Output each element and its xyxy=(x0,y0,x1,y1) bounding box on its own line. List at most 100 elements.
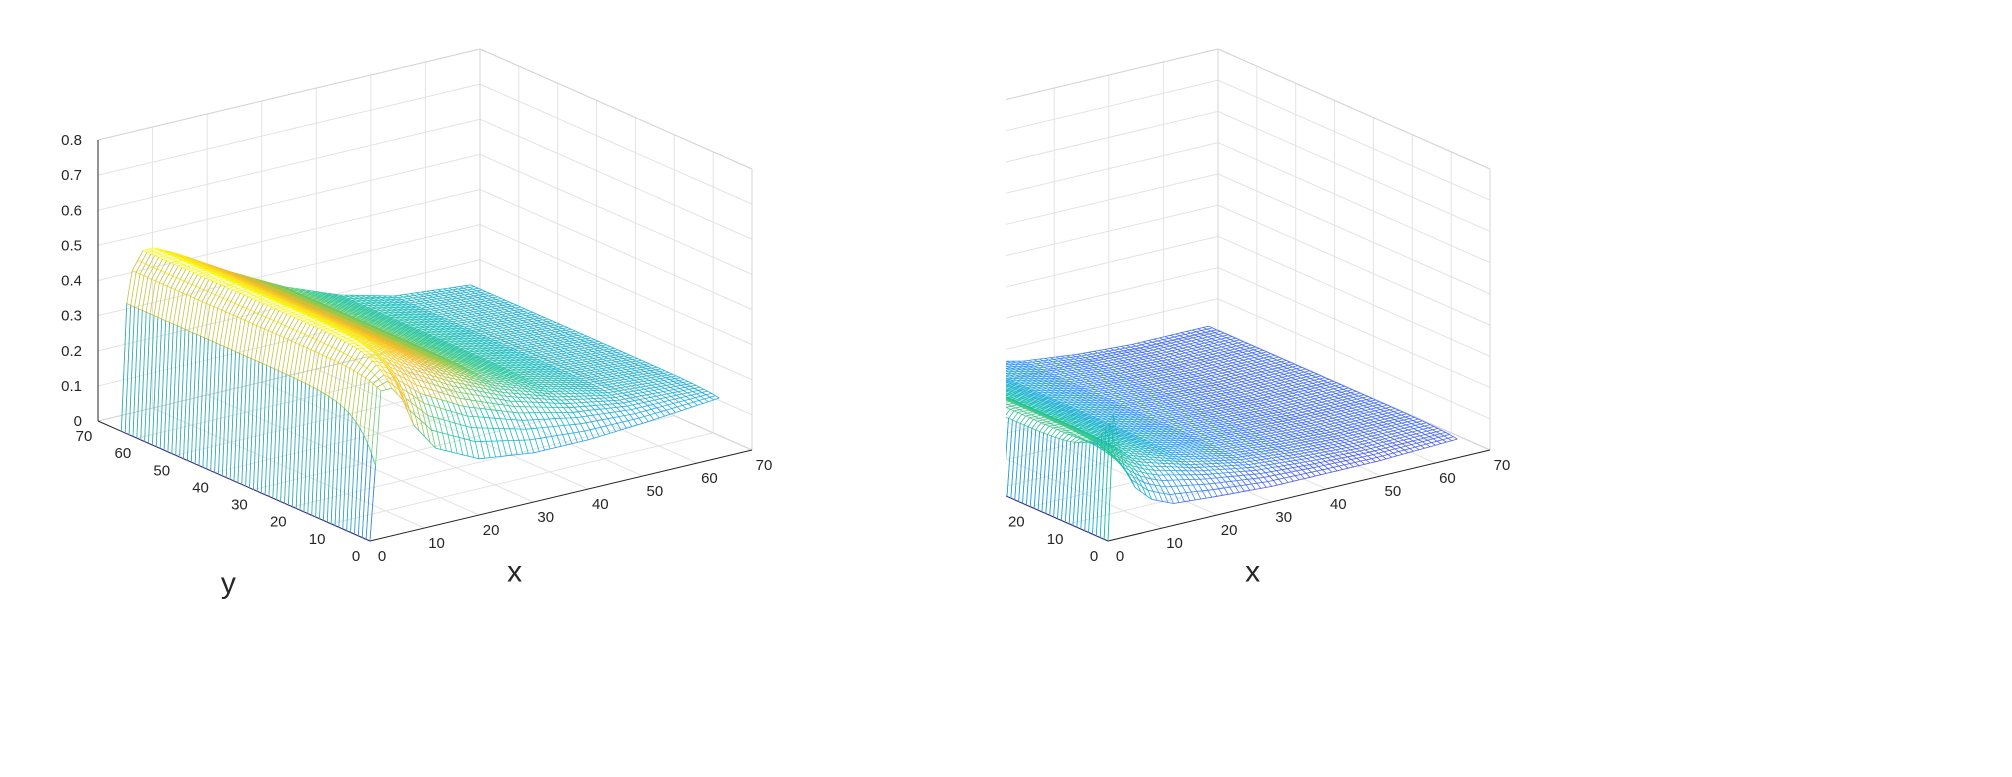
surface-gridline xyxy=(245,278,268,286)
surface-gridline xyxy=(1020,391,1043,395)
surface-gridline xyxy=(1151,382,1174,388)
surface-gridline xyxy=(1094,424,1117,428)
surface-gridline xyxy=(496,371,519,375)
surface-gridline xyxy=(1299,420,1322,426)
surface-gridline xyxy=(305,297,328,303)
surface-gridline xyxy=(295,381,303,509)
surface-gridline xyxy=(1129,386,1152,390)
surface-gridline xyxy=(1044,416,1067,425)
surface-gridline xyxy=(1243,409,1266,415)
surface-gridline xyxy=(543,402,566,405)
surface-gridline xyxy=(499,398,522,403)
surface-gridline xyxy=(1134,453,1157,456)
surface-gridline xyxy=(1082,390,1104,393)
surface-gridline xyxy=(1190,327,1213,334)
surface-gridline xyxy=(159,267,183,449)
surface-gridline xyxy=(360,325,384,333)
surface-gridline xyxy=(442,294,465,299)
surface-gridline xyxy=(293,292,316,298)
surface-gridline xyxy=(1062,422,1085,428)
tick-labels: 01020304050607001020304050607000.10.20.3… xyxy=(1008,457,1510,565)
surface-gridline xyxy=(241,303,264,485)
surface-gridline xyxy=(1053,438,1060,518)
surface-gridline xyxy=(1192,451,1215,453)
surface-gridline xyxy=(442,363,465,371)
surface-gridline xyxy=(383,320,406,325)
surface-gridline xyxy=(503,404,526,408)
surface-gridline xyxy=(1148,353,1171,359)
surface-gridline xyxy=(517,396,540,400)
surface-gridline xyxy=(1248,425,1271,431)
surface-gridline xyxy=(419,392,442,401)
backwall-gridline-z xyxy=(1006,298,1219,350)
surface-gridline xyxy=(1008,386,1031,390)
surface-gridline xyxy=(484,338,507,342)
surface-gridline xyxy=(543,339,566,344)
surface-gridline xyxy=(1410,415,1427,424)
surface-gridline xyxy=(1282,426,1304,432)
surface-gridline xyxy=(1212,367,1235,374)
surface-gridline xyxy=(510,311,533,316)
surface-gridline xyxy=(314,304,337,312)
surface-gridline xyxy=(1118,354,1141,360)
surface-gridline xyxy=(1135,375,1158,381)
surface-gridline xyxy=(1205,476,1228,480)
surface-gridline xyxy=(399,342,422,350)
surface-gridline xyxy=(457,301,480,306)
surface-gridline xyxy=(1194,440,1217,443)
surface-gridline xyxy=(302,299,325,307)
surface-gridline xyxy=(170,259,193,263)
surface-gridline xyxy=(452,363,475,369)
surface-gridline xyxy=(1006,404,1018,409)
surface-gridline xyxy=(233,300,257,482)
surface-gridline xyxy=(489,417,512,420)
surface-gridline xyxy=(645,404,668,412)
surface-gridline xyxy=(1059,408,1082,412)
surface-gridline xyxy=(1360,433,1383,440)
surface-gridline xyxy=(1033,356,1056,361)
surface-gridline xyxy=(397,345,420,353)
surface-gridline xyxy=(464,369,487,375)
surface-gridline xyxy=(472,333,495,336)
surface-gridline xyxy=(497,380,520,385)
backwall-gridline-z xyxy=(1006,48,1219,101)
surface-gridline xyxy=(424,344,447,349)
surface-gridline xyxy=(422,337,445,342)
surface-gridline xyxy=(1006,406,1022,416)
surface-gridline xyxy=(569,376,592,380)
surface-mesh xyxy=(120,247,720,542)
surface-gridline xyxy=(438,344,461,349)
surface-gridline xyxy=(1196,388,1219,394)
surface-gridline xyxy=(435,447,458,454)
x-tick-label: 40 xyxy=(592,496,609,513)
surface-gridline xyxy=(1241,465,1264,469)
surface-gridline xyxy=(429,378,453,387)
surface-gridline xyxy=(323,312,346,320)
surface-gridline xyxy=(1167,428,1190,431)
surface-gridline xyxy=(355,319,378,325)
surface-gridline xyxy=(1269,449,1292,454)
surface-gridline xyxy=(1315,427,1338,433)
surface-gridline xyxy=(534,361,557,364)
surface-gridline xyxy=(1265,447,1288,452)
surface-gridline xyxy=(332,324,355,332)
surface-gridline xyxy=(1408,424,1431,431)
surface-gridline xyxy=(644,384,667,390)
surface-gridline xyxy=(513,392,536,396)
surface-gridline xyxy=(1006,391,1025,394)
surface-gridline xyxy=(1147,380,1170,386)
surface-gridline xyxy=(1006,379,1010,382)
surface-gridline xyxy=(303,385,310,512)
surface-gridline xyxy=(252,277,275,285)
surface-gridline xyxy=(464,291,487,296)
floor-gridline-x xyxy=(261,381,534,503)
surface-gridline xyxy=(1072,442,1079,526)
surface-gridline xyxy=(179,329,186,458)
surface-gridline xyxy=(1251,454,1274,459)
surface-gridline xyxy=(197,271,220,275)
surface-gridline xyxy=(1121,341,1144,347)
surface-gridline xyxy=(321,327,344,331)
surface-gridline xyxy=(332,309,355,315)
surface-gridline xyxy=(438,292,461,297)
surface-gridline xyxy=(186,256,209,265)
